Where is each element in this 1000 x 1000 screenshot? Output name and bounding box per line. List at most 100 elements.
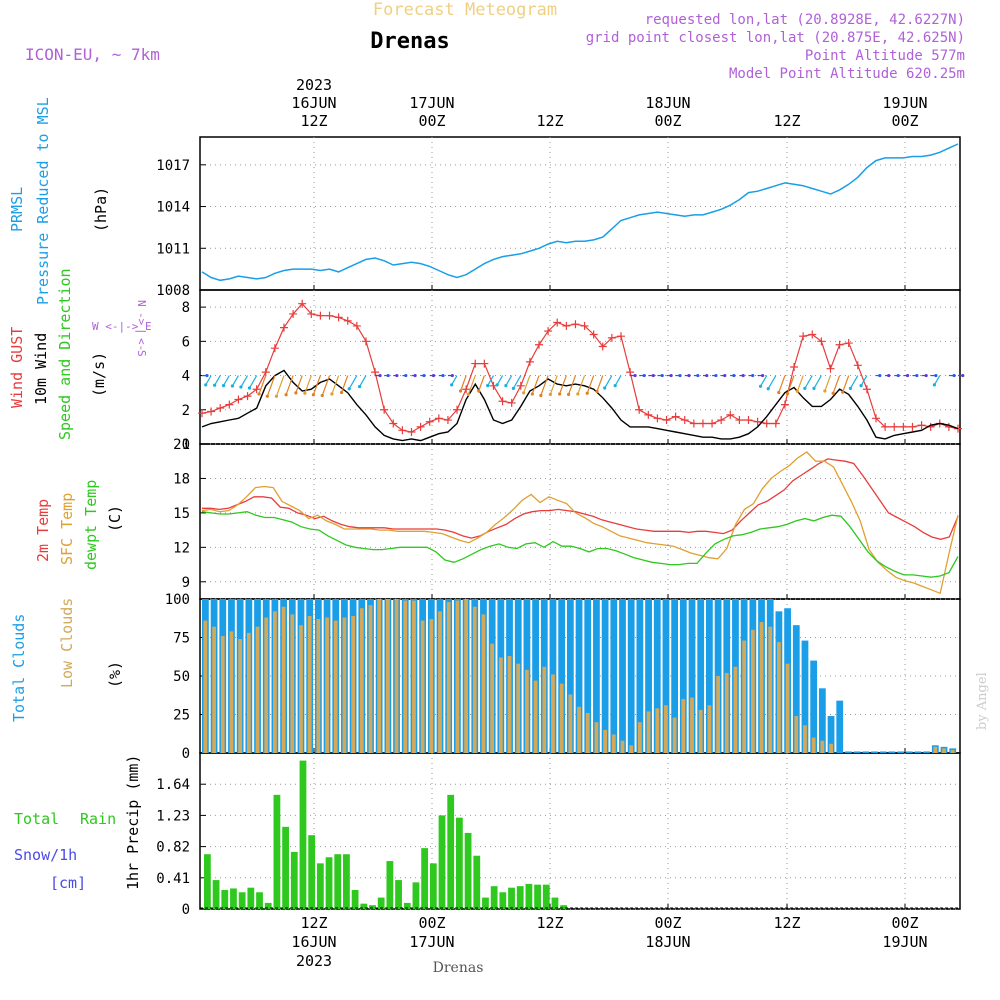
wind-direction-arrow xyxy=(487,375,494,386)
wind-arrow-head xyxy=(696,373,700,378)
wind-arrow-head xyxy=(795,389,800,393)
gust-marker xyxy=(471,359,480,368)
low-cloud-bar xyxy=(594,722,599,753)
wind-arrow-head xyxy=(723,373,727,378)
wind-arrow-head xyxy=(785,391,790,396)
gust-marker xyxy=(535,340,544,349)
precip-bar xyxy=(360,903,368,909)
gust-marker xyxy=(735,416,744,425)
total-cloud-bar xyxy=(575,599,583,753)
wind-direction-arrow xyxy=(549,375,558,395)
total-cloud-bar xyxy=(836,700,844,753)
total-cloud-bar xyxy=(845,751,852,753)
gust-marker xyxy=(525,357,534,366)
wind-direction-arrow xyxy=(348,375,358,390)
wind-arrow-head xyxy=(567,392,571,396)
wind-direction-arrow xyxy=(577,375,586,395)
wind-arrow-head xyxy=(961,373,965,378)
y-tick-label: 1017 xyxy=(156,158,190,174)
wind-arrow-head xyxy=(678,373,682,378)
total-cloud-bar xyxy=(853,751,861,753)
bottom-time-label: 12Z xyxy=(300,914,327,932)
precip-bar xyxy=(247,887,255,909)
sfc-temp-line xyxy=(201,451,959,595)
wind-arrow-head xyxy=(230,384,235,388)
y-tick-label: 2 xyxy=(182,403,190,419)
wind-direction-arrow xyxy=(540,375,549,396)
gust-marker xyxy=(844,339,853,348)
precip-bar xyxy=(308,835,316,909)
wind-direction-arrow xyxy=(496,375,504,386)
temp-2m-label: 2m Temp xyxy=(34,499,52,562)
gust-marker xyxy=(698,419,707,428)
gust-marker xyxy=(744,416,753,425)
total-cloud-bar xyxy=(532,599,539,753)
low-cloud-bar xyxy=(290,614,295,753)
wind-arrow-head xyxy=(651,373,655,378)
low-cloud-bar xyxy=(333,620,338,753)
gust-marker xyxy=(443,416,452,425)
wind-arrow-head xyxy=(878,373,882,378)
wind-arrow-head xyxy=(585,391,589,395)
gust-marker xyxy=(580,321,589,330)
total-cloud-bar xyxy=(671,599,679,753)
gust-marker xyxy=(198,409,206,418)
precip-bar xyxy=(525,883,533,909)
y-tick-label: 6 xyxy=(182,334,190,350)
wind-label: 10m Wind xyxy=(32,333,50,405)
low-cloud-bar xyxy=(942,748,946,753)
low-cloud-bar xyxy=(777,642,781,753)
wind-arrow-head xyxy=(887,373,891,378)
y-tick-label: 1.23 xyxy=(156,808,190,824)
gust-marker xyxy=(316,311,325,320)
low-cloud-bar xyxy=(281,606,286,753)
wind-arrow-head xyxy=(378,373,382,378)
wind-direction-arrow xyxy=(804,375,813,389)
gust-label: Wind GUST xyxy=(8,327,26,408)
total-cloud-bar xyxy=(653,599,661,753)
total-cloud-bar xyxy=(897,751,904,753)
wind-direction-arrow xyxy=(275,375,285,397)
wind-arrow-head xyxy=(896,373,900,378)
wind-arrow-head xyxy=(539,393,543,398)
wind-arrow-head xyxy=(221,384,226,388)
low-cloud-bar xyxy=(750,629,755,753)
wind-arrow-head xyxy=(613,384,617,388)
gust-marker xyxy=(899,422,908,431)
wind-arrow-head xyxy=(633,373,637,378)
y-tick-label: 50 xyxy=(173,669,190,685)
gust-marker xyxy=(598,342,607,351)
low-cloud-bar xyxy=(542,666,547,753)
wind-arrow-head xyxy=(758,384,763,388)
low-cloud-bar xyxy=(307,615,312,753)
y-tick-label: 0 xyxy=(182,746,190,762)
low-cloud-bar xyxy=(803,725,807,753)
total-cloud-bar xyxy=(801,640,809,753)
low-cloud-bar xyxy=(403,600,408,753)
wind-arrow-head xyxy=(213,383,217,387)
low-clouds-label: Low Clouds xyxy=(58,598,76,688)
wind-arrow-head xyxy=(812,386,816,390)
total-cloud-bar xyxy=(818,688,826,753)
y-tick-label: 100 xyxy=(165,592,190,608)
wind-arrow-head xyxy=(330,392,334,396)
low-cloud-bar xyxy=(646,711,651,753)
precip-bar xyxy=(238,892,246,909)
low-cloud-bar xyxy=(525,669,529,753)
top-time-label: 12Z xyxy=(536,112,563,130)
gust-marker xyxy=(361,337,370,346)
wind-direction-arrow xyxy=(778,375,786,393)
gust-marker xyxy=(607,333,616,342)
precip-bar xyxy=(421,848,429,909)
wind-direction-arrow xyxy=(304,375,312,394)
precip-bar xyxy=(221,889,229,909)
low-cloud-bar xyxy=(655,708,660,753)
gust-marker xyxy=(908,422,917,431)
low-cloud-bar xyxy=(490,643,495,753)
wind-arrow-head xyxy=(924,373,928,378)
low-cloud-bar xyxy=(716,676,720,753)
temp-unit: (C) xyxy=(106,505,124,532)
wind-arrow-head xyxy=(205,373,209,378)
gust-marker xyxy=(416,422,425,431)
